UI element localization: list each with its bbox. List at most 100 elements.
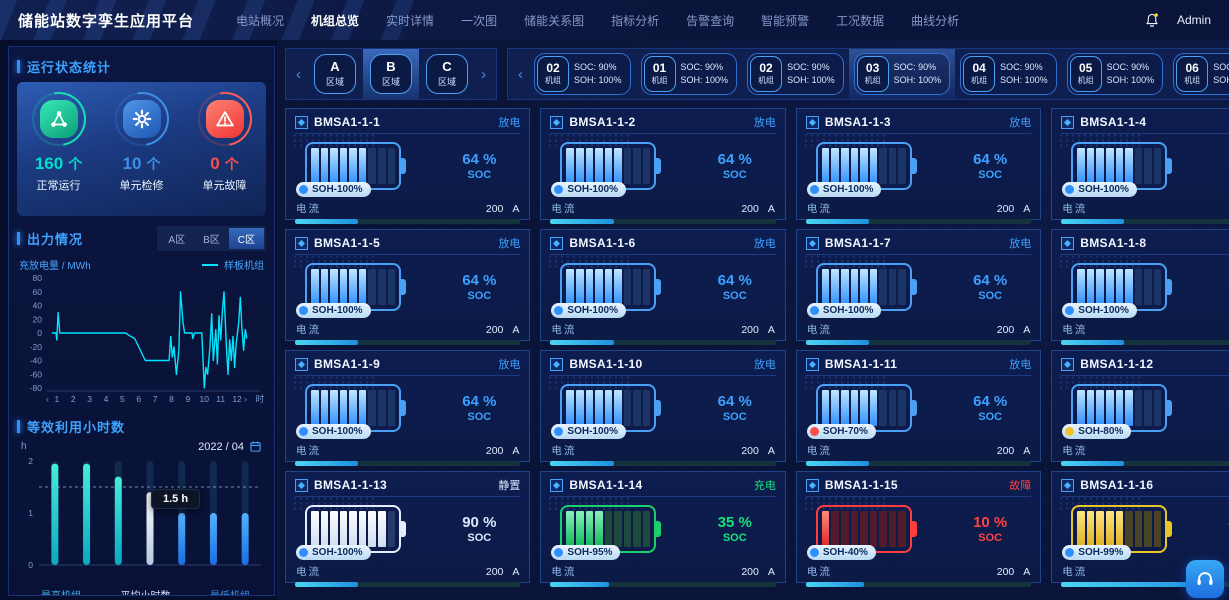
current-progress-bar: [550, 582, 776, 587]
battery-gauge: SOH-100%: [806, 142, 916, 197]
soc-value: 35 %: [717, 514, 752, 531]
battery-card[interactable]: BMSA1-1-12 放电 SOH-80%: [1051, 350, 1229, 466]
nav-item[interactable]: 曲线分析: [911, 13, 960, 28]
battery-card[interactable]: BMSA1-1-4 放电 SOH-100%: [1051, 108, 1229, 224]
battery-card[interactable]: BMSA1-1-9 放电 SOH-100%: [285, 350, 531, 466]
battery-card[interactable]: BMSA1-1-16 告警 SOH-99%: [1051, 471, 1229, 587]
soc-value: 90 %: [462, 514, 497, 531]
current-label: 电流: [296, 324, 321, 336]
battery-card[interactable]: BMSA1-1-10 放电 SOH-100%: [540, 350, 786, 466]
current-progress-bar: [805, 582, 1032, 587]
zone-button[interactable]: C 区域: [426, 54, 468, 94]
battery-card[interactable]: BMSA1-1-5 放电 SOH-100%: [285, 229, 531, 345]
battery-card[interactable]: BMSA1-1-3 放电 SOH-100%: [795, 108, 1042, 224]
battery-gauge: SOH-80%: [1062, 384, 1171, 439]
soh-dot-icon: [809, 427, 819, 436]
status-badge: 放电: [498, 359, 521, 371]
unit-button[interactable]: 04 机组 SOC: 90% SOH: 100%: [960, 53, 1057, 95]
status-stat: 160 个 正常运行: [20, 81, 97, 193]
zone-prev-button[interactable]: ‹: [296, 65, 301, 83]
unit-number-box: 06 机组: [1176, 56, 1209, 92]
soh-label: SOH-100%: [1078, 184, 1129, 195]
zone-option: C 区域: [419, 49, 475, 99]
nav-item[interactable]: 告警查询: [686, 13, 735, 28]
battery-card[interactable]: BMSA1-1-15 故障 SOH-40%: [795, 471, 1042, 587]
soc-label: SOC: [467, 532, 492, 544]
battery-gauge: SOH-100%: [296, 142, 405, 197]
nav-item[interactable]: 实时详情: [386, 13, 435, 28]
nav-item[interactable]: 一次图: [461, 13, 498, 28]
soh-badge: SOH-100%: [806, 303, 882, 318]
soh-label: SOH-100%: [312, 547, 363, 558]
user-name[interactable]: Admin: [1176, 13, 1211, 27]
date-picker[interactable]: 2022 / 04: [198, 440, 262, 453]
output-zone-tab[interactable]: B区: [203, 235, 220, 246]
soc-value: 64 %: [973, 272, 1008, 289]
battery-card[interactable]: BMSA1-1-2 放电 SOH-100%: [540, 108, 786, 224]
unit-button[interactable]: 06 机组 SOC: 90% SOH: 100%: [1173, 53, 1229, 95]
nav-item[interactable]: 工况数据: [836, 13, 885, 28]
current-progress-bar: [1061, 340, 1229, 345]
unit-soc-soh: SOC: 90% SOH: 100%: [680, 61, 729, 86]
svg-text:5: 5: [120, 394, 125, 404]
battery-card[interactable]: BMSA1-1-14 充电 SOH-95%: [540, 471, 786, 587]
soh-dot-icon: [1065, 185, 1075, 194]
status-badge: 放电: [753, 359, 776, 371]
svg-text:9: 9: [186, 394, 191, 404]
unit-button[interactable]: 03 机组 SOC: 90% SOH: 100%: [853, 53, 951, 95]
left-sidebar: 运行状态统计: [0, 40, 277, 600]
soh-badge: SOH-100%: [1062, 303, 1137, 318]
card-title: BMSA1-1-6: [569, 236, 636, 250]
zone-button[interactable]: B 区域: [370, 54, 412, 94]
bell-icon[interactable]: [1143, 11, 1161, 29]
hours-unit-label: h: [21, 441, 27, 452]
unit-button[interactable]: 02 机组 SOC: 90% SOH: 100%: [534, 53, 631, 95]
unit-button[interactable]: 02 机组 SOC: 90% SOH: 100%: [747, 53, 844, 95]
battery-card[interactable]: BMSA1-1-7 放电 SOH-100%: [795, 229, 1042, 345]
battery-card[interactable]: BMSA1-1-1 放电 SOH-100%: [285, 108, 531, 224]
svg-text:-20: -20: [30, 342, 43, 352]
unit-number-box: 02 机组: [537, 56, 569, 92]
nav-item[interactable]: 机组总览: [311, 13, 360, 28]
app-title: 储能站数字孪生应用平台: [18, 12, 195, 30]
battery-gauge: SOH-100%: [551, 142, 660, 197]
unit-prev-button[interactable]: ‹: [518, 65, 523, 83]
battery-gauge: SOH-100%: [806, 263, 916, 318]
battery-icon: [815, 384, 912, 432]
current-unit: A: [767, 202, 775, 215]
card-title: BMSA1-1-1: [314, 115, 381, 129]
battery-card[interactable]: BMSA1-1-13 静置 SOH-100%: [285, 471, 531, 587]
current-progress-bar: [805, 219, 1032, 224]
unit-button[interactable]: 01 机组 SOC: 90% SOH: 100%: [640, 53, 738, 95]
zone-button[interactable]: A 区域: [314, 54, 356, 94]
battery-card[interactable]: BMSA1-1-6 放电 SOH-100%: [540, 229, 786, 345]
soh-dot-icon: [554, 427, 564, 436]
battery-card[interactable]: BMSA1-1-11 放电 SOH-70%: [795, 350, 1042, 466]
card-title: BMSA1-1-16: [1080, 478, 1154, 492]
unit-frame-icon: [295, 478, 308, 492]
output-zone-tab[interactable]: A区: [168, 235, 186, 246]
nav-item[interactable]: 指标分析: [611, 13, 660, 28]
soc-label: SOC: [978, 411, 1003, 423]
zone-next-button[interactable]: ›: [481, 65, 486, 83]
nav-item[interactable]: 电站概况: [236, 13, 285, 28]
current-unit: A: [1023, 202, 1031, 215]
unit-soc-soh: SOC: 90% SOH: 100%: [893, 61, 942, 86]
battery-gauge: SOH-70%: [806, 384, 916, 439]
current-progress-bar: [295, 219, 521, 224]
unit-button[interactable]: 05 机组 SOC: 90% SOH: 100%: [1066, 53, 1164, 95]
output-zone-tab[interactable]: C区: [228, 228, 264, 249]
current-progress-bar: [1061, 582, 1229, 587]
current-progress-bar: [550, 219, 776, 224]
battery-card[interactable]: BMSA1-1-8 放电 SOH-100%: [1051, 229, 1229, 345]
nav-item[interactable]: 智能预警: [761, 13, 810, 28]
soc-readout: 64 % SOC: [718, 151, 752, 181]
soh-badge: SOH-100%: [806, 182, 882, 197]
nav-item[interactable]: 储能关系图: [524, 13, 585, 28]
hours-bar-chart: 0 1 2: [28, 456, 261, 570]
unit-frame-icon: [1061, 115, 1075, 129]
card-title: BMSA1-1-12: [1080, 357, 1154, 371]
assistant-button[interactable]: [1186, 560, 1224, 598]
unit-frame-icon: [1061, 236, 1075, 250]
